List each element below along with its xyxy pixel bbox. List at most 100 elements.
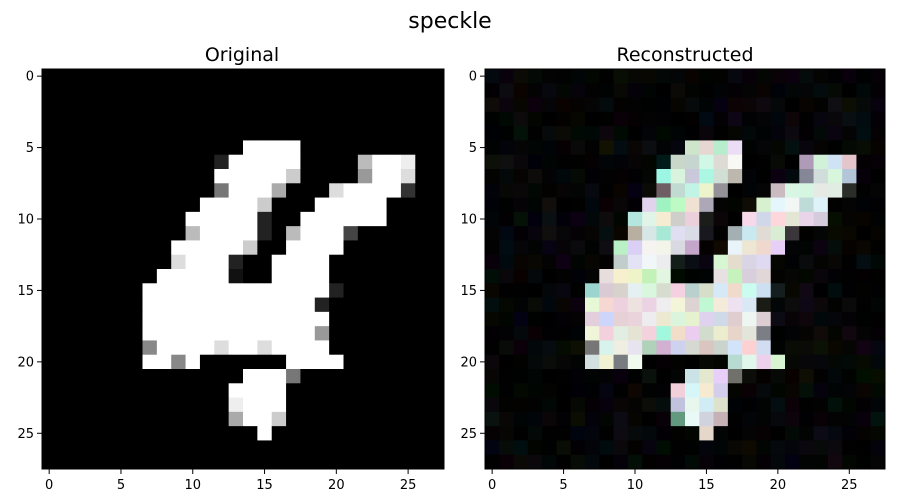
pixel-cell [271,140,287,156]
pixel-cell [343,226,359,241]
pixel-cell [556,211,572,227]
pixel-cell [670,226,686,241]
pixel-cell [585,126,600,141]
pixel-cell [756,111,772,127]
pixel-cell [542,340,557,356]
pixel-cell [400,169,416,184]
pixel-cell [271,154,287,170]
pixel-cell [386,283,402,298]
pixel-cell [685,269,700,284]
pixel-cell [585,283,600,298]
pixel-cell [770,97,786,113]
pixel-cell [142,126,158,141]
pixel-cell [570,440,586,456]
pixel-cell [613,311,629,327]
pixel-cell [257,340,273,356]
pixel-cell [813,426,829,441]
pixel-cell [300,411,316,427]
pixel-cell [785,154,800,170]
pixel-cell [243,211,258,227]
pixel-cell [185,83,201,98]
pixel-cell [214,140,230,156]
pixel-cell [228,83,244,98]
pixel-cell [99,169,115,184]
pixel-cell [128,326,143,341]
pixel-cell [642,411,657,427]
pixel-cell [670,354,686,370]
pixel-cell [842,354,857,370]
pixel-cell [599,111,614,127]
pixel-cell [542,183,557,198]
pixel-cell [314,426,330,441]
pixel-cell [699,154,714,170]
pixel-cell [599,454,614,470]
pixel-cell [113,311,129,327]
pixel-cell [670,326,686,341]
pixel-cell [827,426,843,441]
pixel-cell [770,154,786,170]
pixel-cell [300,369,316,384]
pixel-cell [185,183,201,198]
pixel-cell [415,283,431,298]
pixel-cell [813,154,829,170]
pixel-cell [70,397,86,413]
pixel-cell [357,240,373,256]
pixel-cell [585,426,600,441]
pixel-cell [257,69,273,84]
pixel-cell [286,283,301,298]
pixel-cell [343,126,359,141]
pixel-cell [329,454,344,470]
pixel-cell [314,97,330,113]
pixel-cell [372,354,387,370]
pixel-cell [856,211,872,227]
pixel-cell [171,411,186,427]
pixel-cell [727,83,743,98]
pixel-cell [613,240,629,256]
pixel-cell [870,97,886,113]
pixel-cell [713,354,729,370]
pixel-cell [756,126,772,141]
pixel-cell [99,440,115,456]
pixel-cell [56,140,72,156]
pixel-cell [556,126,572,141]
pixel-cell [785,254,800,270]
pixel-cell [372,440,387,456]
pixel-cell [415,354,431,370]
pixel-cell [243,326,258,341]
pixel-cell [56,297,72,313]
pixel-cell [799,297,814,313]
pixel-cell [656,397,672,413]
pixel-cell [142,326,158,341]
pixel-cell [799,154,814,170]
pixel-cell [670,254,686,270]
pixel-cell [372,311,387,327]
pixel-cell [343,154,359,170]
pixel-cell [827,340,843,356]
pixel-cell [699,426,714,441]
pixel-cell [485,240,500,256]
pixel-cell [513,354,529,370]
pixel-cell [56,383,72,398]
pixel-cell [799,311,814,327]
pixel-cell [128,169,143,184]
pixel-cell [485,383,500,398]
pixel-cell [171,211,186,227]
y-tick-label: 20 [460,355,477,370]
pixel-cell [827,283,843,298]
pixel-cell [842,211,857,227]
pixel-cell [128,369,143,384]
pixel-cell [286,383,301,398]
pixel-cell [670,340,686,356]
pixel-cell [870,240,886,256]
pixel-cell [727,140,743,156]
pixel-cell [770,240,786,256]
pixel-cell [827,97,843,113]
pixel-cell [856,369,872,384]
pixel-cell [699,240,714,256]
pixel-cell [85,454,100,470]
pixel-cell [400,126,416,141]
pixel-cell [386,354,402,370]
pixel-cell [286,169,301,184]
pixel-cell [799,240,814,256]
pixel-cell [214,440,230,456]
